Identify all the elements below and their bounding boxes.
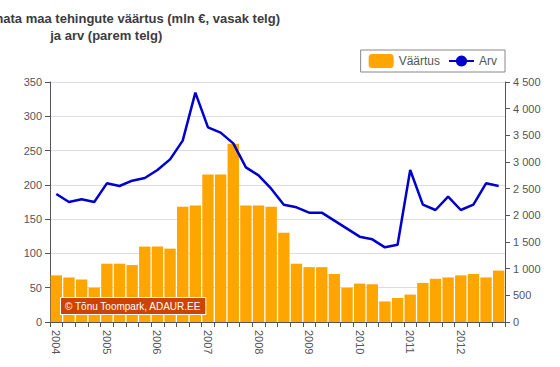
svg-text:2011: 2011 <box>404 330 416 354</box>
svg-text:Hoonestamata maa tehingute vää: Hoonestamata maa tehingute väärtus (mln … <box>0 11 280 26</box>
svg-text:Väärtus: Väärtus <box>399 54 440 68</box>
svg-text:Arv: Arv <box>479 54 497 68</box>
svg-text:2 000: 2 000 <box>513 209 541 221</box>
svg-text:150: 150 <box>24 213 42 225</box>
svg-text:2012: 2012 <box>455 330 467 354</box>
svg-text:2006: 2006 <box>151 330 163 354</box>
svg-text:3 500: 3 500 <box>513 129 541 141</box>
svg-text:50: 50 <box>30 282 42 294</box>
svg-text:4 500: 4 500 <box>513 76 541 88</box>
svg-text:200: 200 <box>24 179 42 191</box>
svg-text:2008: 2008 <box>253 330 265 354</box>
svg-text:3 000: 3 000 <box>513 156 541 168</box>
svg-text:2007: 2007 <box>202 330 214 354</box>
svg-text:1 500: 1 500 <box>513 236 541 248</box>
svg-text:500: 500 <box>513 289 531 301</box>
svg-text:2009: 2009 <box>303 330 315 354</box>
svg-text:100: 100 <box>24 247 42 259</box>
svg-text:2005: 2005 <box>101 330 113 354</box>
svg-text:300: 300 <box>24 110 42 122</box>
svg-text:250: 250 <box>24 145 42 157</box>
svg-text:1 000: 1 000 <box>513 263 541 275</box>
svg-text:2010: 2010 <box>354 330 366 354</box>
svg-text:2004: 2004 <box>50 330 62 354</box>
svg-text:350: 350 <box>24 76 42 88</box>
svg-text:0: 0 <box>36 316 42 328</box>
svg-text:0: 0 <box>513 316 519 328</box>
svg-text:2 500: 2 500 <box>513 183 541 195</box>
svg-text:4 000: 4 000 <box>513 103 541 115</box>
svg-text:ja arv (parem telg): ja arv (parem telg) <box>49 28 162 43</box>
svg-text:© Tõnu Toompark, ADAUR.EE: © Tõnu Toompark, ADAUR.EE <box>65 301 201 312</box>
